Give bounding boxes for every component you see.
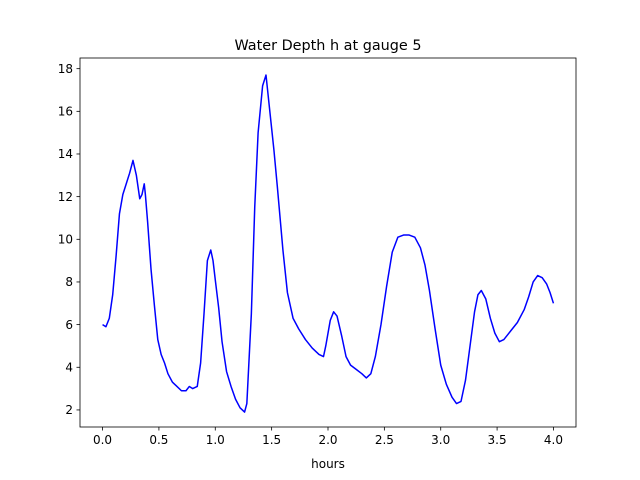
x-tick-label: 1.5	[262, 433, 281, 447]
chart-title: Water Depth h at gauge 5	[234, 38, 421, 54]
plot-area: 0.0 0.5 1.0 1.5 2.0 2.5 3.0 3.5 4.0 2 4 6 8 10 12 14 16 1…	[58, 57, 577, 447]
x-tick-label: 1.0	[206, 433, 225, 447]
x-tick-label: 4.0	[544, 433, 563, 447]
y-tick-label: 12	[58, 190, 73, 204]
y-tick-label: 16	[58, 105, 73, 119]
series-line-1	[102, 74, 555, 413]
y-tick-label: 10	[58, 233, 73, 247]
y-tick-label: 18	[58, 62, 73, 76]
x-tick-label: 3.0	[431, 433, 450, 447]
x-axis-title: hours	[311, 457, 345, 471]
y-tick-label: 8	[65, 275, 73, 289]
y-tick-label: 6	[65, 318, 73, 332]
x-tick-label: 0.0	[93, 433, 112, 447]
x-tick-label: 0.5	[149, 433, 168, 447]
x-tick-label: 2.0	[318, 433, 337, 447]
x-tick-label: 2.5	[375, 433, 394, 447]
x-tick-label: 3.5	[488, 433, 507, 447]
y-tick-label: 14	[58, 147, 73, 161]
y-tick-label: 2	[65, 403, 73, 417]
y-tick-label: 4	[65, 360, 73, 374]
